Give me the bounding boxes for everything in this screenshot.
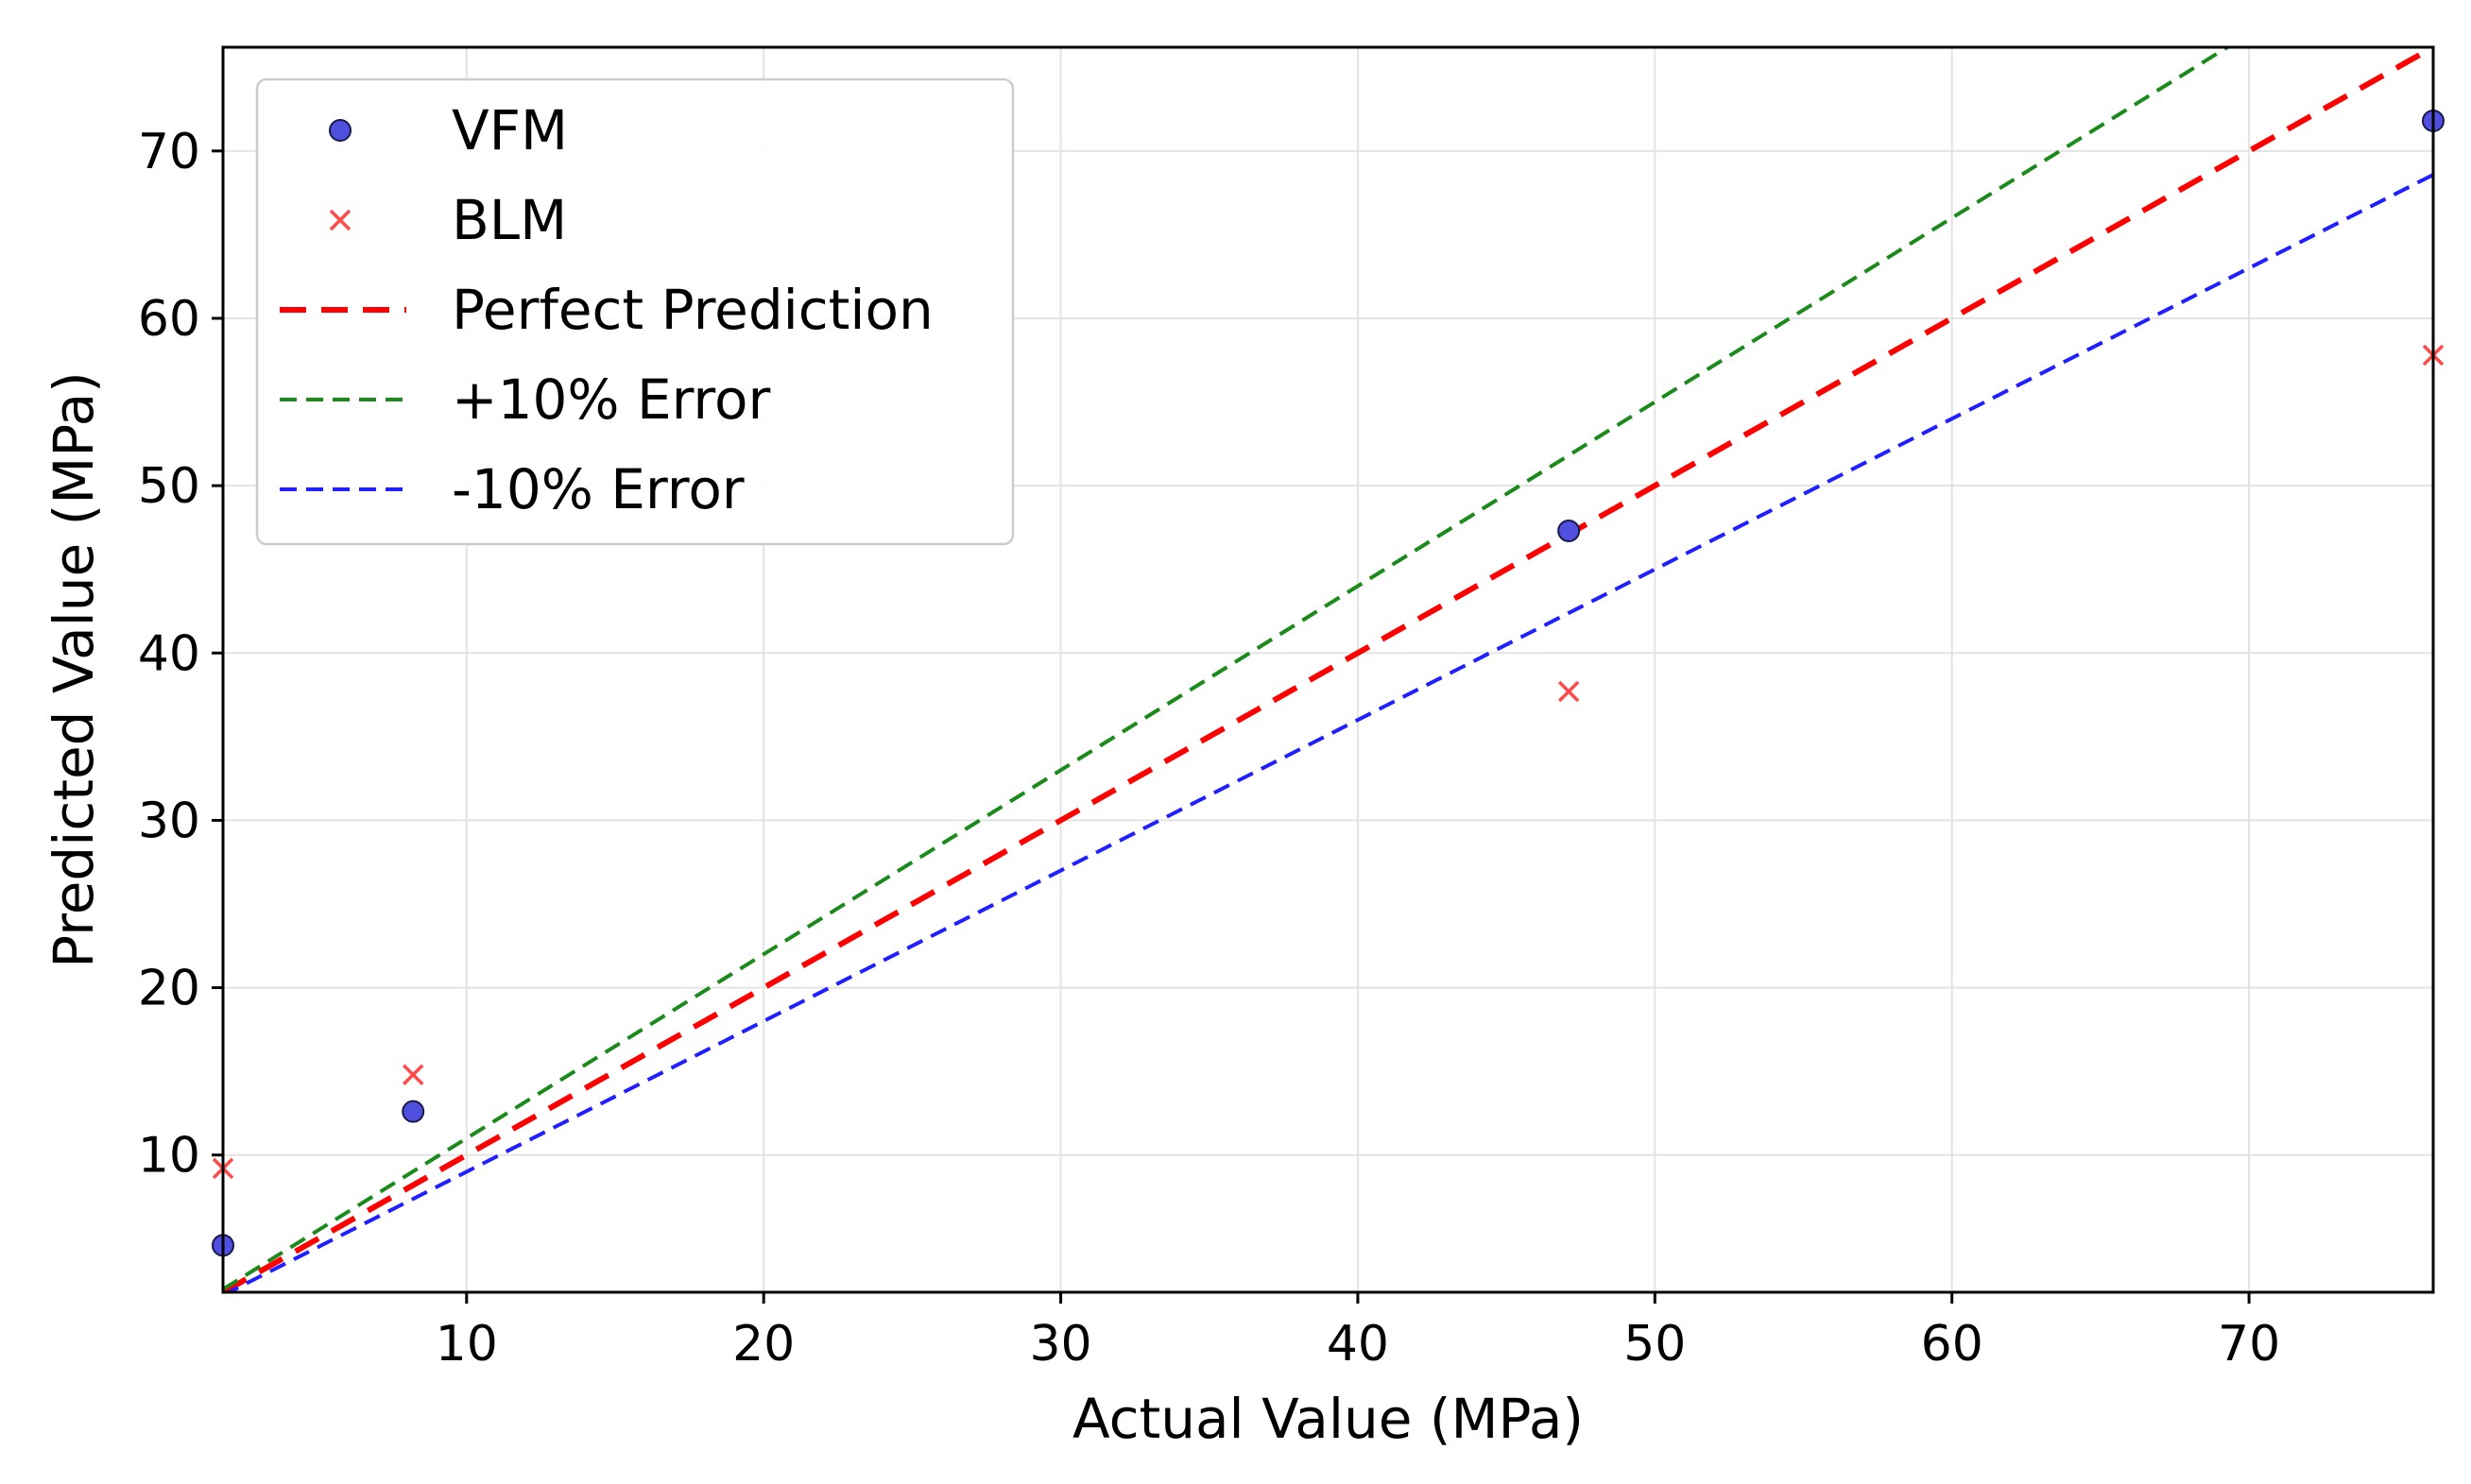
y-axis-label: Predicted Value (MPa) [42,371,106,968]
legend-marker-vfm [329,119,352,142]
legend-label-10-error: -10% Error [452,457,745,521]
x-tick-label: 30 [1029,1316,1091,1373]
point-blm-stroke-b [1557,680,1580,703]
line-10-error [223,47,2232,1291]
x-tick-label: 20 [732,1316,795,1373]
x-tick-label: 40 [1327,1316,1389,1373]
legend-label-perfect-prediction: Perfect Prediction [452,278,934,342]
x-axis-label: Actual Value (MPa) [1072,1387,1584,1451]
x-tick-label: 60 [1921,1316,1983,1373]
legend-marker-blm-stroke-b [329,209,352,231]
legend-box [255,77,1015,546]
x-tick-label: 10 [436,1316,498,1373]
plot-frame [221,45,2435,1294]
line-10-error [224,173,2433,1292]
legend-label-10-error: +10% Error [452,367,770,432]
y-tick-label: 10 [138,1128,200,1185]
legend-marker-blm [329,209,352,231]
y-tick-label: 70 [138,124,200,180]
axis-ticks: 10 20 30 40 50 60 70 10 20 30 40 50 60 70 [138,124,2280,1373]
y-tick-label: 40 [138,625,200,682]
point-vfm [1557,519,1581,542]
point-blm [1557,680,1580,703]
x-tick-label: 70 [2218,1316,2280,1373]
y-tick-label: 60 [138,291,200,348]
legend: VFM BLM Perfect Prediction +10% Error -10% E… [255,77,1015,546]
reference-lines [223,47,2433,1292]
point-blm-stroke-b [402,1064,424,1085]
y-tick-label: 30 [138,793,200,849]
y-tick-label: 50 [138,458,200,515]
line-perfect-prediction [223,47,2433,1292]
x-tick-label: 50 [1623,1316,1686,1373]
legend-label-blm: BLM [452,188,567,252]
point-vfm [402,1100,425,1123]
point-blm [402,1064,424,1085]
legend-label-vfm: VFM [452,98,568,162]
data-points [212,109,2445,1257]
y-tick-label: 20 [138,961,200,1017]
